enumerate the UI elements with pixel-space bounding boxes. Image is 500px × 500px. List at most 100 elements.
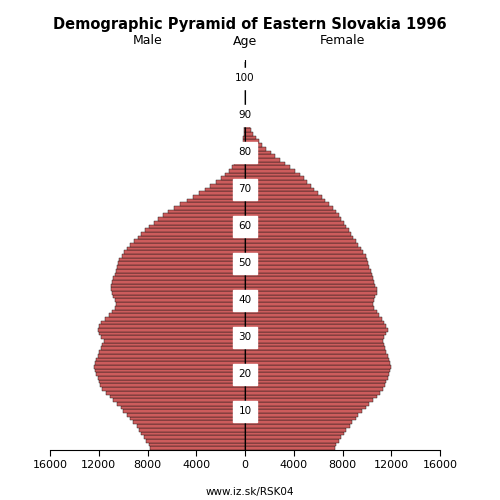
Bar <box>245 343 384 346</box>
Bar <box>118 262 245 265</box>
Bar <box>245 258 367 262</box>
Bar <box>241 147 245 150</box>
Bar <box>100 346 245 350</box>
Bar <box>186 198 245 202</box>
Bar <box>139 428 245 432</box>
Bar <box>210 184 245 188</box>
Bar <box>245 232 351 235</box>
Bar <box>111 288 245 291</box>
Bar <box>168 210 245 214</box>
Bar <box>245 276 373 280</box>
Bar <box>114 276 245 280</box>
Bar <box>245 121 248 124</box>
Bar <box>245 424 350 428</box>
Text: 50: 50 <box>238 258 252 268</box>
Bar <box>192 195 245 198</box>
Bar <box>245 140 259 143</box>
Bar <box>245 320 384 324</box>
Bar <box>245 128 251 132</box>
Bar <box>225 172 245 176</box>
Text: 70: 70 <box>238 184 252 194</box>
Bar <box>98 328 245 332</box>
Bar <box>245 439 339 442</box>
Bar <box>245 380 386 384</box>
Bar <box>245 191 318 195</box>
Text: 60: 60 <box>238 222 252 232</box>
Bar <box>164 214 245 217</box>
Bar <box>134 240 245 243</box>
Bar <box>245 420 352 424</box>
Bar <box>245 432 344 435</box>
Text: Demographic Pyramid of Eastern Slovakia 1996: Demographic Pyramid of Eastern Slovakia … <box>53 18 447 32</box>
Bar <box>98 354 245 358</box>
Bar <box>150 446 245 450</box>
Bar <box>245 224 346 228</box>
Bar <box>146 439 245 442</box>
Text: www.iz.sk/RSK04: www.iz.sk/RSK04 <box>206 488 294 498</box>
Text: 30: 30 <box>238 332 252 342</box>
Bar <box>245 176 304 180</box>
Bar <box>245 195 322 198</box>
Bar <box>243 140 245 143</box>
Bar <box>114 298 245 302</box>
Bar <box>236 158 245 162</box>
Bar <box>245 398 373 402</box>
Bar <box>245 166 290 169</box>
Bar <box>106 391 245 394</box>
Bar <box>112 280 245 283</box>
Bar <box>245 236 354 240</box>
Bar <box>112 291 245 294</box>
Bar <box>114 272 245 276</box>
Bar <box>101 336 245 339</box>
Bar <box>245 158 280 162</box>
Bar <box>245 413 358 416</box>
Bar <box>245 328 388 332</box>
Bar <box>245 406 366 409</box>
Bar <box>245 118 248 121</box>
Bar <box>245 435 342 439</box>
Bar <box>228 169 245 172</box>
Bar <box>245 339 382 343</box>
Bar <box>148 224 245 228</box>
Bar <box>245 221 344 224</box>
Bar <box>99 324 245 328</box>
Bar <box>245 365 390 368</box>
Bar <box>111 284 245 288</box>
Bar <box>245 147 266 150</box>
Bar <box>245 188 314 191</box>
Text: Age: Age <box>233 34 257 48</box>
Bar <box>245 198 326 202</box>
Bar <box>101 320 245 324</box>
Bar <box>245 394 376 398</box>
Bar <box>127 413 245 416</box>
Bar <box>136 424 245 428</box>
Bar <box>114 306 245 310</box>
Bar <box>242 143 245 147</box>
Bar <box>245 214 339 217</box>
Bar <box>245 228 348 232</box>
Text: 10: 10 <box>238 406 252 416</box>
Bar <box>245 442 336 446</box>
Bar <box>130 243 245 246</box>
Bar <box>245 291 376 294</box>
Bar <box>142 232 245 235</box>
Bar <box>245 269 370 272</box>
Bar <box>95 368 245 372</box>
Bar <box>245 294 376 298</box>
Bar <box>245 346 385 350</box>
Bar <box>245 284 376 288</box>
Bar <box>245 262 368 265</box>
Bar <box>245 302 373 306</box>
Bar <box>110 394 245 398</box>
Bar <box>245 184 311 188</box>
Bar <box>245 358 389 362</box>
Bar <box>174 206 245 210</box>
Bar <box>245 243 358 246</box>
Bar <box>245 428 346 432</box>
Bar <box>99 380 245 384</box>
Bar <box>220 176 245 180</box>
Bar <box>245 136 256 140</box>
Bar <box>102 387 245 391</box>
Bar <box>116 302 245 306</box>
Bar <box>245 372 389 376</box>
